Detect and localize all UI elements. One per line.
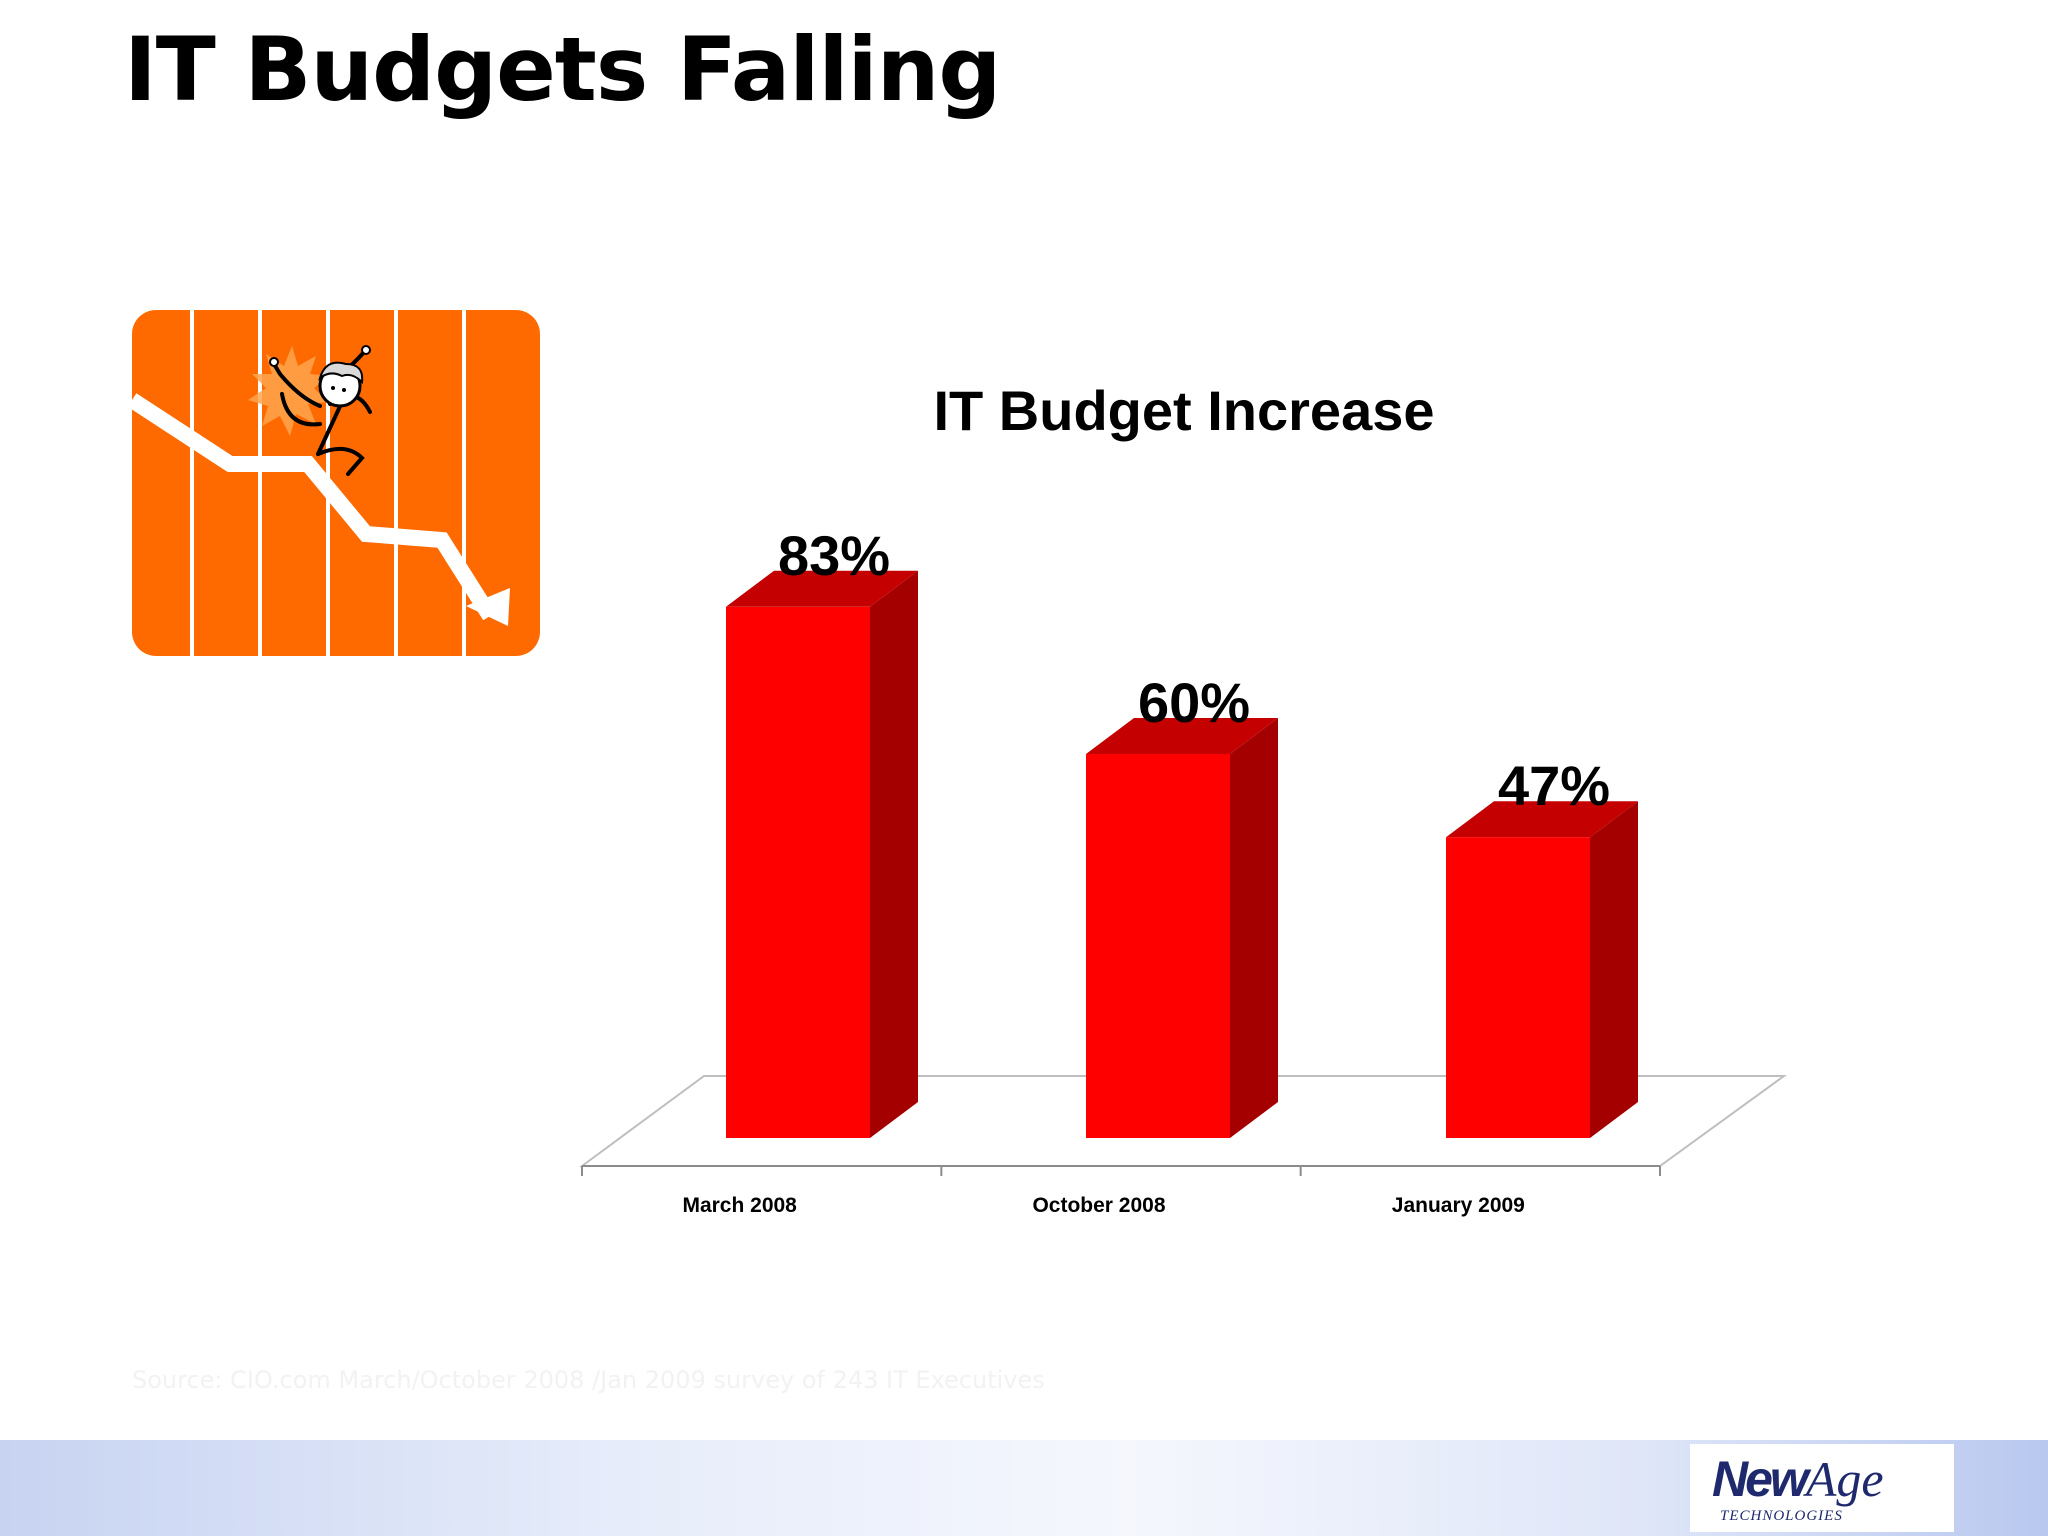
logo-subtitle: TECHNOLOGIES	[1720, 1508, 1843, 1524]
bar-front	[726, 606, 870, 1138]
bar-top	[726, 570, 918, 607]
bar-front	[1086, 754, 1230, 1138]
bar-side	[870, 570, 918, 1138]
chart-title: IT Budget Increase	[933, 379, 1434, 442]
category-label: January 2009	[1392, 1194, 1525, 1217]
category-label: March 2008	[682, 1194, 797, 1217]
bar-side	[1230, 718, 1278, 1138]
falling-chart-man-icon	[130, 310, 540, 656]
data-label: 83%	[778, 524, 890, 587]
chart-bars	[726, 570, 1638, 1138]
company-logo: NewAge TECHNOLOGIES	[1690, 1444, 1954, 1532]
bar-top	[1086, 718, 1278, 754]
data-label: 60%	[1138, 671, 1250, 734]
bar-front	[1446, 837, 1590, 1138]
bar	[1446, 801, 1638, 1138]
bar-top	[1446, 801, 1638, 838]
value-labels: 83% 60% 47%	[778, 524, 1610, 817]
logo-new-text: New	[1712, 1451, 1809, 1507]
logo-age-text: Age	[1805, 1451, 1884, 1507]
bar	[726, 570, 918, 1138]
data-label: 47%	[1498, 754, 1610, 817]
source-note: Source: CIO.com March/October 2008 /Jan …	[132, 1366, 1045, 1394]
bar-chart: IT Budget Increase March 2008 October 200…	[578, 379, 1788, 1217]
slide-title: IT Budgets Falling	[124, 18, 1001, 121]
category-labels: March 2008 October 2008 January 2009	[682, 1194, 1524, 1217]
bar	[1086, 718, 1278, 1138]
category-label: October 2008	[1032, 1194, 1165, 1217]
bar-side	[1590, 801, 1638, 1138]
logo-wordmark: NewAge	[1712, 1450, 1884, 1508]
